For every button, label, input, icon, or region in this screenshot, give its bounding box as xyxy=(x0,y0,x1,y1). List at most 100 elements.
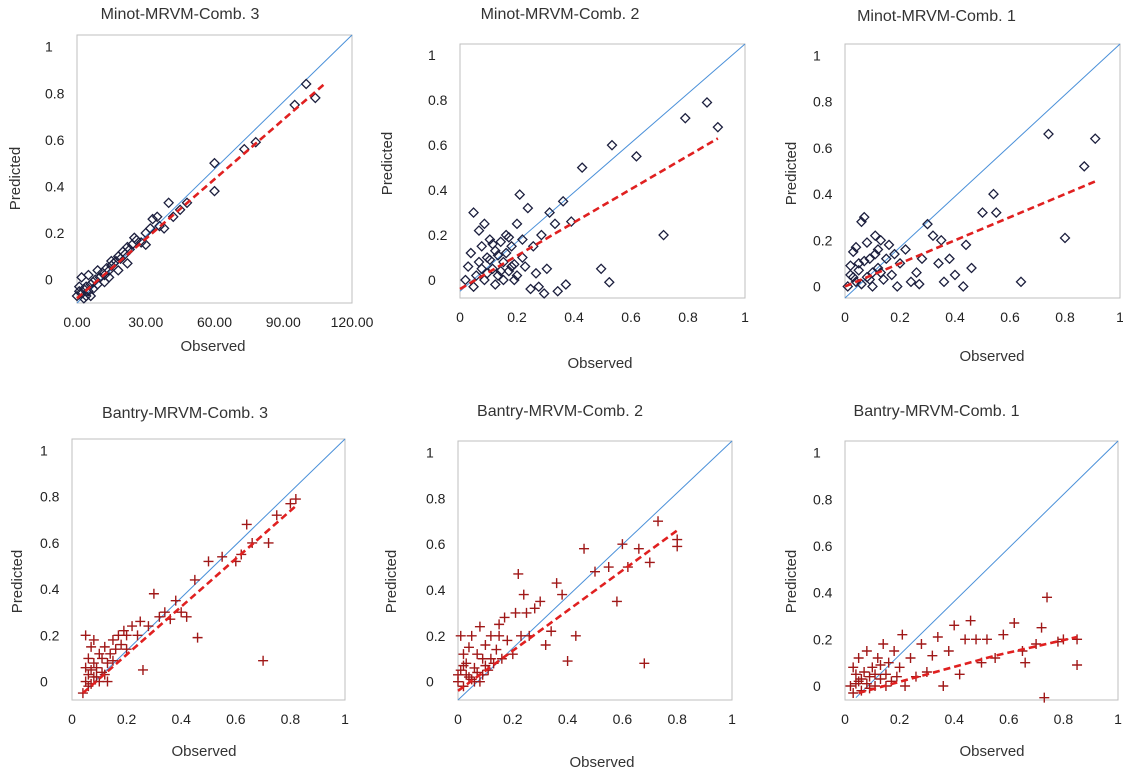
data-point xyxy=(850,669,861,680)
data-point xyxy=(489,245,501,257)
data-point xyxy=(927,650,938,661)
data-point xyxy=(1078,160,1090,172)
data-point xyxy=(455,630,466,641)
data-point xyxy=(576,162,588,174)
chart-plot: 0 0.2 0.4 0.6 0.8 1 0 0.2 0.4 0.6 0.8 1 xyxy=(428,43,749,325)
data-point xyxy=(506,240,517,252)
data-point xyxy=(484,234,496,245)
x-axis-label: Observed xyxy=(959,743,1025,760)
data-point xyxy=(192,632,203,643)
data-point xyxy=(480,660,491,671)
data-point xyxy=(913,278,925,290)
data-point xyxy=(864,253,876,265)
data-point xyxy=(1089,133,1101,145)
data-point xyxy=(86,641,97,652)
data-point xyxy=(653,516,664,527)
x-tick-label: 0.2 xyxy=(890,711,910,727)
data-point xyxy=(981,634,992,645)
data-point xyxy=(1015,276,1027,288)
data-point xyxy=(258,655,269,666)
x-axis-label: Observed xyxy=(171,743,237,760)
data-point xyxy=(1009,618,1020,628)
data-point xyxy=(911,267,922,279)
data-point xyxy=(209,185,220,197)
data-point xyxy=(853,676,864,687)
data-point xyxy=(271,510,282,521)
data-point xyxy=(518,589,529,600)
data-point xyxy=(525,283,536,295)
data-point xyxy=(492,249,504,261)
x-tick-label: 0.4 xyxy=(171,711,191,727)
y-tick-label: 0.2 xyxy=(45,225,65,241)
data-point xyxy=(856,216,867,228)
y-tick-label: 0.8 xyxy=(426,490,446,506)
y-tick-label: 0.8 xyxy=(813,94,833,110)
data-point xyxy=(517,234,528,245)
data-point xyxy=(503,231,515,243)
data-point xyxy=(540,639,551,650)
data-point xyxy=(105,648,116,659)
data-point xyxy=(487,238,498,250)
data-point xyxy=(905,653,916,663)
data-point xyxy=(891,281,903,292)
chart-panel-3: Minot-MRVM-Comb. 1 0 0.2 0.4 0.6 0.8 1 0 0.2 0.4… xyxy=(750,0,1123,380)
data-point xyxy=(872,653,883,663)
data-point xyxy=(473,225,485,236)
data-point xyxy=(590,566,600,577)
data-point xyxy=(867,281,878,292)
data-point xyxy=(850,678,861,689)
data-point xyxy=(88,634,99,645)
data-point xyxy=(492,270,504,281)
reference-line xyxy=(855,440,1119,699)
data-point xyxy=(875,234,887,246)
y-axis-label: Predicted xyxy=(379,131,397,196)
data-point xyxy=(485,653,496,664)
data-point xyxy=(135,616,146,627)
x-tick-label: 0.8 xyxy=(281,711,301,727)
data-point xyxy=(1072,634,1083,645)
data-point xyxy=(189,574,200,585)
plot-area-border xyxy=(459,43,746,299)
data-point xyxy=(870,669,881,680)
x-tick-label: 0.2 xyxy=(507,309,527,325)
data-point xyxy=(557,195,569,207)
fit-line xyxy=(459,137,719,291)
data-point xyxy=(479,218,490,230)
data-point xyxy=(867,662,878,673)
data-point xyxy=(209,157,220,169)
data-point xyxy=(529,603,540,614)
data-point xyxy=(472,649,483,660)
plot-area-border xyxy=(844,43,1121,299)
data-point xyxy=(858,211,870,223)
data-point xyxy=(1059,232,1071,244)
x-tick-label: 0.2 xyxy=(503,711,523,727)
data-point xyxy=(679,112,691,124)
data-point xyxy=(250,136,262,148)
data-point xyxy=(476,263,488,275)
data-point xyxy=(988,188,999,200)
data-point xyxy=(658,229,669,241)
data-point xyxy=(1039,692,1050,703)
data-point xyxy=(514,189,526,201)
data-point xyxy=(847,271,859,283)
data-point xyxy=(905,276,917,288)
data-point xyxy=(672,541,683,552)
y-tick-label: 0.4 xyxy=(813,186,833,202)
data-point xyxy=(484,254,496,266)
data-point xyxy=(83,269,94,281)
data-point xyxy=(551,578,562,589)
y-tick-label: 0.8 xyxy=(45,85,65,101)
y-tick-label: 0.2 xyxy=(40,627,60,643)
x-tick-label: 0.8 xyxy=(667,711,687,727)
data-point xyxy=(960,239,972,251)
data-point xyxy=(943,646,954,656)
chart-title: Bantry-MRVM-Comb. 3 xyxy=(102,405,268,422)
data-point xyxy=(73,281,85,293)
data-point xyxy=(458,681,469,692)
chart-panel-6: Bantry-MRVM-Comb. 1 0 0.2 0.4 0.6 0.8 1 0 0.2 0.… xyxy=(750,395,1123,773)
x-tick-label: 120.00 xyxy=(331,314,374,330)
data-point xyxy=(949,269,961,281)
data-point xyxy=(77,688,88,699)
data-point xyxy=(92,264,104,276)
x-tick-label: 0 xyxy=(454,711,462,727)
